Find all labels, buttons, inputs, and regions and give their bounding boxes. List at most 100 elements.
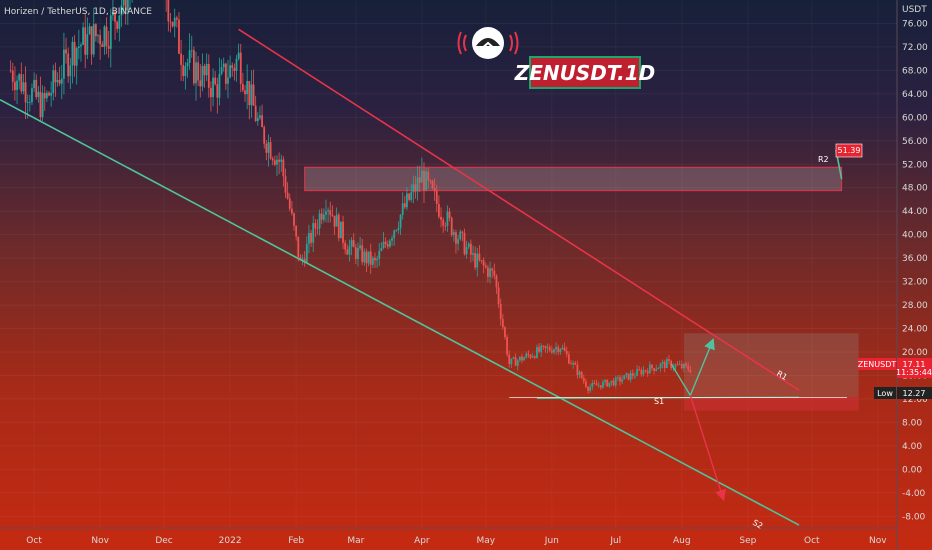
candle-body[interactable] [35, 79, 38, 97]
candle-body[interactable] [342, 221, 344, 243]
candle-body[interactable] [606, 380, 609, 387]
x-axis[interactable]: Oct Nov Dec 2022 Feb Mar Apr May Jun Jul Aug Sep Oct… [26, 536, 887, 546]
candle-body[interactable] [418, 177, 421, 183]
candle-body[interactable] [469, 243, 472, 255]
candle-body[interactable] [444, 225, 447, 227]
candle-body[interactable] [540, 345, 543, 352]
candle-body[interactable] [642, 370, 645, 375]
candle-body[interactable] [103, 26, 106, 47]
candle-body[interactable] [175, 17, 178, 20]
candle-body[interactable] [550, 350, 553, 353]
candle-body[interactable] [269, 142, 272, 159]
candle-body[interactable] [43, 93, 46, 99]
candle-body[interactable] [689, 369, 692, 373]
candle-body[interactable] [440, 216, 442, 220]
candle-body[interactable] [31, 88, 33, 103]
candle-body[interactable] [120, 5, 123, 16]
candle-body[interactable] [461, 231, 464, 233]
candle-body[interactable] [82, 27, 84, 45]
candle-body[interactable] [37, 91, 40, 97]
candle-body[interactable] [367, 251, 370, 264]
low-price-tag[interactable]: Low 12.27 [874, 387, 932, 399]
candle-body[interactable] [582, 378, 585, 382]
candle-body[interactable] [533, 356, 536, 358]
candle-body[interactable] [88, 26, 91, 35]
candle-body[interactable] [455, 232, 457, 244]
candle-body[interactable] [86, 34, 89, 55]
candle-body[interactable] [99, 35, 102, 45]
candle-body[interactable] [621, 379, 624, 382]
candle-body[interactable] [318, 213, 321, 229]
candle-body[interactable] [546, 347, 549, 349]
candle-body[interactable] [442, 219, 445, 226]
candle-body[interactable] [52, 70, 55, 93]
candle-body[interactable] [591, 383, 594, 387]
candle-body[interactable] [60, 78, 63, 84]
candle-body[interactable] [668, 359, 670, 361]
candle-body[interactable] [320, 213, 323, 220]
candle-body[interactable] [431, 181, 434, 189]
candle-body[interactable] [467, 243, 470, 248]
candle-body[interactable] [116, 21, 119, 29]
candle-body[interactable] [188, 50, 191, 63]
candle-body[interactable] [489, 268, 491, 277]
candle-body[interactable] [65, 49, 67, 54]
candle-body[interactable] [384, 241, 387, 245]
candle-body[interactable] [39, 91, 42, 118]
candle-body[interactable] [504, 327, 506, 338]
candle-body[interactable] [239, 52, 242, 84]
candle-body[interactable] [56, 79, 59, 83]
candle-body[interactable] [122, 0, 125, 6]
candle-body[interactable] [544, 345, 547, 348]
candle-body[interactable] [75, 48, 78, 66]
candle-body[interactable] [657, 367, 660, 370]
candle-body[interactable] [20, 74, 23, 92]
candle-body[interactable] [378, 250, 381, 259]
candle-body[interactable] [214, 77, 217, 85]
candle-body[interactable] [376, 258, 379, 261]
candle-body[interactable] [333, 215, 336, 227]
candle-body[interactable] [348, 246, 351, 255]
candle-body[interactable] [241, 83, 244, 91]
candle-body[interactable] [325, 211, 327, 215]
candle-body[interactable] [284, 176, 287, 193]
candle-body[interactable] [625, 373, 628, 376]
candle-body[interactable] [94, 24, 97, 37]
candle-body[interactable] [18, 74, 21, 81]
candle-body[interactable] [354, 247, 357, 260]
candle-body[interactable] [178, 19, 180, 54]
candle-body[interactable] [531, 356, 534, 358]
candle-body[interactable] [386, 244, 389, 247]
candle-body[interactable] [610, 380, 613, 383]
candle-body[interactable] [14, 81, 16, 91]
candle-body[interactable] [608, 382, 611, 387]
candle-body[interactable] [420, 170, 423, 183]
candle-body[interactable] [629, 373, 632, 380]
candle-body[interactable] [495, 275, 498, 288]
candle-body[interactable] [429, 180, 432, 182]
candle-body[interactable] [523, 357, 526, 361]
candle-body[interactable] [472, 253, 474, 255]
candle-body[interactable] [361, 245, 364, 263]
candle-body[interactable] [604, 380, 607, 382]
candle-body[interactable] [244, 90, 246, 95]
candle-body[interactable] [73, 41, 76, 66]
candle-body[interactable] [207, 64, 210, 88]
candle-body[interactable] [107, 45, 110, 49]
candle-body[interactable] [634, 375, 636, 377]
candle-body[interactable] [446, 211, 449, 227]
candle-body[interactable] [24, 82, 27, 103]
candle-body[interactable] [508, 354, 511, 365]
candle-body[interactable] [459, 231, 462, 240]
candle-body[interactable] [250, 84, 253, 106]
candle-body[interactable] [525, 353, 528, 358]
candle-body[interactable] [171, 22, 174, 27]
candle-body[interactable] [80, 44, 82, 47]
candle-body[interactable] [203, 66, 206, 76]
candle-body[interactable] [256, 117, 259, 122]
candle-body[interactable] [510, 358, 513, 365]
candle-body[interactable] [414, 184, 417, 192]
candle-body[interactable] [627, 373, 630, 380]
candle-body[interactable] [350, 240, 353, 247]
